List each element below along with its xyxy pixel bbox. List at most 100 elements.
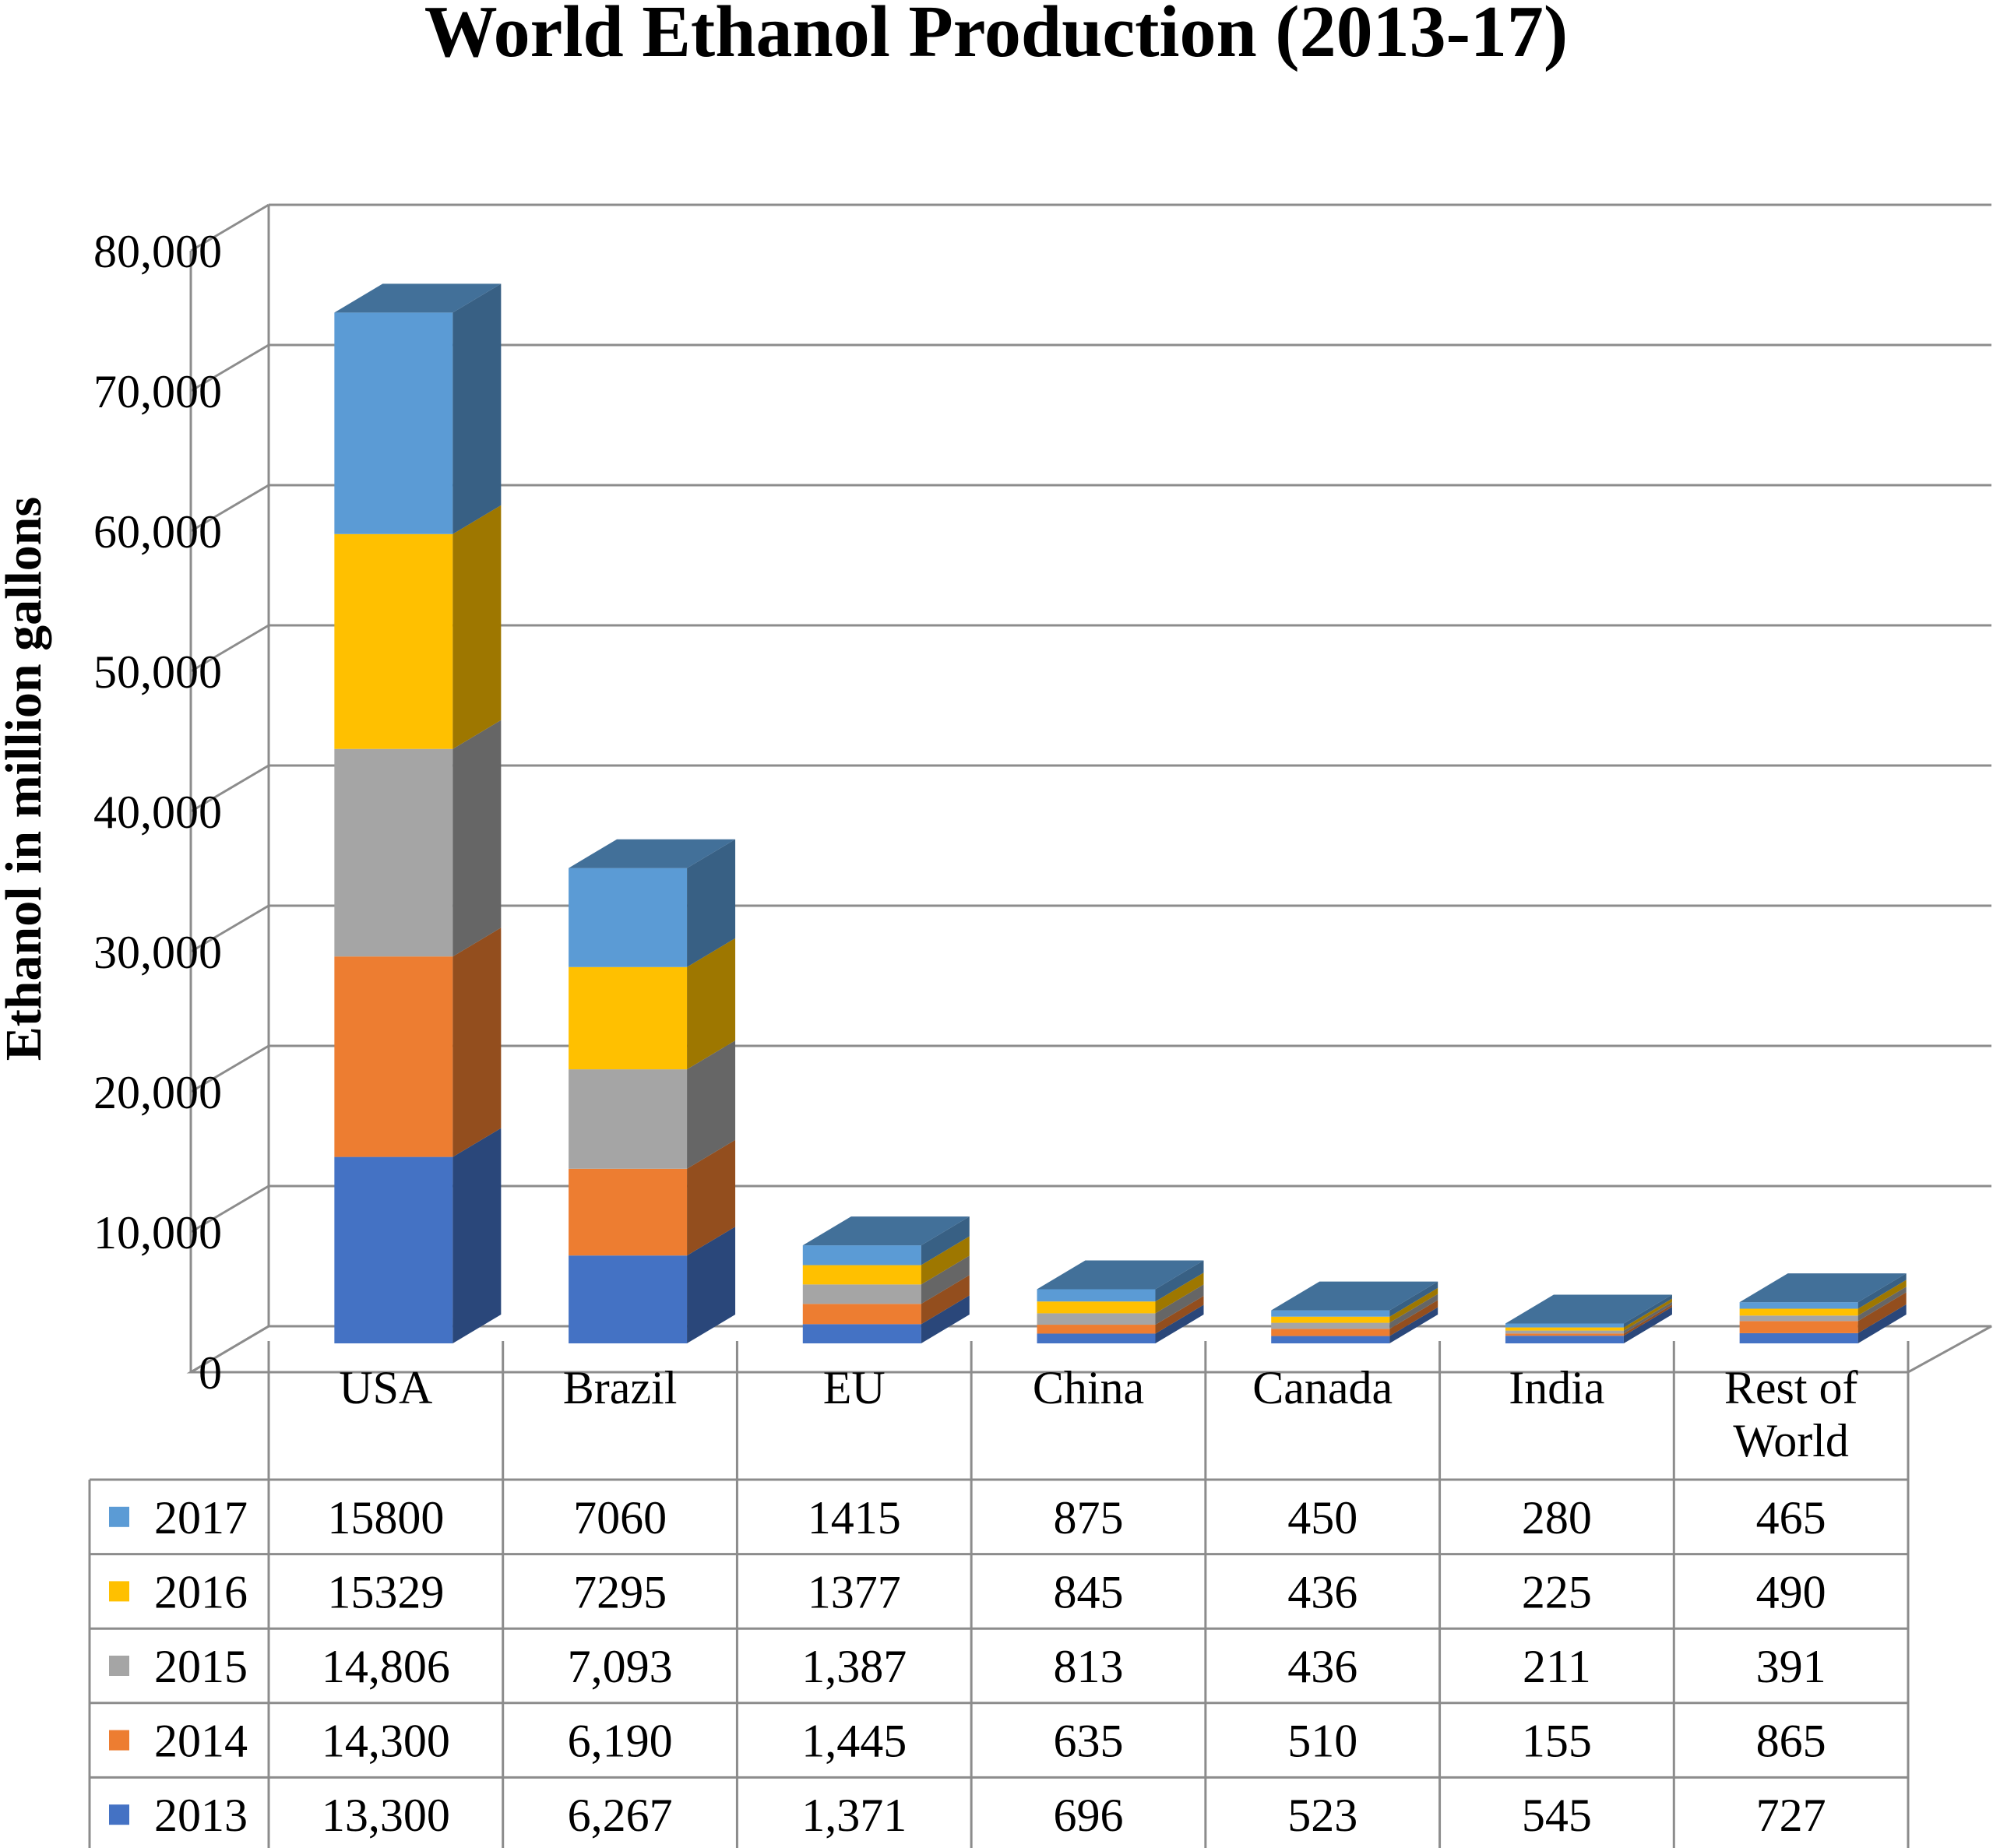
gridlines [186, 203, 1992, 1374]
table-cell: 436 [1287, 1641, 1357, 1692]
bar-segment [802, 1324, 921, 1343]
bar-segment [1739, 1332, 1858, 1343]
table-cell: 545 [1522, 1790, 1592, 1841]
bar-segment-side [1389, 1281, 1438, 1317]
bar-segment-side [1389, 1300, 1438, 1336]
table-cell: 14,300 [322, 1716, 450, 1767]
table-cell: 510 [1287, 1716, 1357, 1767]
bar-segment [334, 533, 453, 749]
bar-segment-side [1857, 1292, 1907, 1333]
legend-label: 2017 [154, 1492, 248, 1544]
bar-segment [1037, 1325, 1156, 1334]
bar-segment [1739, 1321, 1858, 1333]
bar-segment [1271, 1310, 1390, 1317]
table-cell: 875 [1054, 1492, 1124, 1544]
side-gridline [190, 1184, 269, 1234]
table-cell: 15329 [327, 1566, 444, 1617]
bar-segment-side [1857, 1273, 1907, 1309]
bar-segment-side [1389, 1294, 1438, 1329]
side-gridline [190, 203, 269, 252]
category-label: China [1033, 1362, 1144, 1413]
bar-segment [802, 1284, 921, 1304]
bar-segment [569, 1168, 688, 1256]
bar-segment [569, 966, 688, 1070]
bar-segment-side [452, 505, 502, 749]
bar-segment-side [1155, 1304, 1204, 1343]
category-label: Brazil [563, 1362, 678, 1413]
bar-segment [802, 1245, 921, 1265]
table-cell: 13,300 [322, 1790, 450, 1841]
table-cell: 436 [1287, 1566, 1357, 1617]
bar-segment [1037, 1289, 1156, 1302]
bar-segment-side [1623, 1294, 1672, 1328]
bar-segment-side [921, 1236, 970, 1285]
y-tick-label: 70,000 [93, 366, 222, 417]
table-cell: 7295 [573, 1566, 667, 1617]
bar-segment [1271, 1336, 1390, 1343]
bar-top [1505, 1294, 1672, 1324]
bar-segment-side [1155, 1272, 1204, 1314]
side-gridline [190, 624, 269, 673]
bar-segment [1505, 1323, 1624, 1328]
bar-segment-side [1623, 1307, 1672, 1343]
legend-key [109, 1581, 129, 1602]
bar-top [1271, 1281, 1438, 1311]
side-gridline [190, 484, 269, 533]
y-tick-label: 40,000 [93, 787, 222, 838]
bar-segment-side [687, 839, 736, 967]
bar-top [1037, 1260, 1204, 1290]
bar-segment [802, 1265, 921, 1285]
bar-segment [569, 1069, 688, 1169]
bar-segment [569, 1255, 688, 1343]
table-cell: 635 [1054, 1716, 1124, 1767]
bar-segment [1271, 1329, 1390, 1336]
bar-segment-side [1155, 1260, 1204, 1302]
bar-segment-side [1389, 1307, 1438, 1343]
bar-top [1739, 1273, 1907, 1303]
table-cell: 280 [1522, 1492, 1592, 1544]
bar-segment [1505, 1336, 1624, 1343]
table-cell: 391 [1756, 1641, 1826, 1692]
table-cell: 7060 [573, 1492, 667, 1544]
floor [186, 1325, 1992, 1374]
bar-segment-side [1857, 1304, 1907, 1343]
chart-title: World Ethanol Production (2013-17) [424, 0, 1568, 72]
table-cell: 490 [1756, 1566, 1826, 1617]
bar-segment [1739, 1308, 1858, 1316]
category-label: Canada [1252, 1362, 1393, 1413]
legend-key [109, 1730, 129, 1751]
y-tick-label: 0 [199, 1347, 222, 1399]
y-tick-label: 80,000 [93, 226, 222, 277]
table-cell: 523 [1287, 1790, 1357, 1841]
bar-segment-side [687, 938, 736, 1070]
table-cell: 865 [1756, 1716, 1826, 1767]
table-cell: 727 [1756, 1790, 1826, 1841]
table-cell: 1,445 [801, 1716, 907, 1767]
category-label: EU [823, 1362, 886, 1413]
bar-segment-side [921, 1295, 970, 1343]
legend-label: 2016 [154, 1566, 248, 1617]
bar-segment [569, 868, 688, 967]
bar-segment-side [452, 928, 502, 1157]
bar-segment [1505, 1327, 1624, 1331]
side-gridline [190, 904, 269, 953]
bar-segment-side [1389, 1287, 1438, 1323]
legend-key [109, 1804, 129, 1825]
bar-segment [1505, 1330, 1624, 1334]
bars [334, 283, 1907, 1343]
table-cell: 1415 [808, 1492, 901, 1544]
bar-segment-side [1623, 1304, 1672, 1336]
bar-segment [1037, 1313, 1156, 1325]
legend-label: 2015 [154, 1641, 248, 1692]
bar-segment [334, 748, 453, 957]
category-label: World [1733, 1415, 1848, 1466]
bar-segment-side [452, 283, 502, 534]
bar-segment [334, 956, 453, 1157]
table-cell: 155 [1522, 1716, 1592, 1767]
bar-top [569, 839, 736, 868]
table-cell: 14,806 [322, 1641, 450, 1692]
y-tick-label: 50,000 [93, 646, 222, 698]
bar-segment-side [687, 1227, 736, 1343]
table-cell: 696 [1054, 1790, 1124, 1841]
